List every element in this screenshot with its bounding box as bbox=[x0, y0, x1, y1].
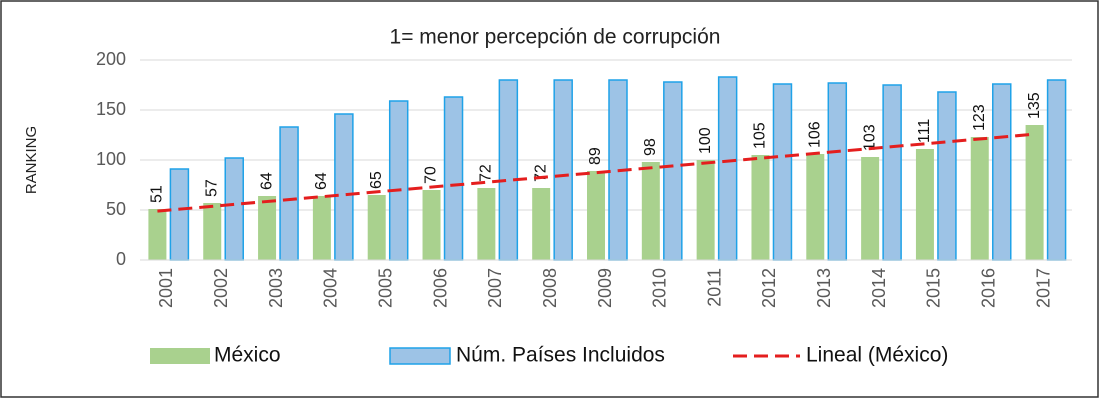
data-label: 100 bbox=[697, 127, 714, 154]
bar bbox=[422, 190, 441, 260]
bar bbox=[279, 126, 299, 261]
data-label: 57 bbox=[203, 179, 220, 197]
y-tick-label: 150 bbox=[96, 99, 126, 119]
x-tick-label: 2013 bbox=[814, 268, 834, 308]
bar bbox=[827, 82, 848, 261]
bar bbox=[148, 209, 167, 260]
data-label: 64 bbox=[313, 172, 330, 190]
bar bbox=[663, 81, 683, 261]
data-label: 111 bbox=[916, 119, 933, 143]
x-tick-label: 2005 bbox=[375, 268, 395, 308]
data-label: 70 bbox=[423, 166, 440, 184]
x-tick-label: 2004 bbox=[321, 268, 341, 308]
x-tick-label: 2015 bbox=[924, 268, 944, 308]
bar bbox=[367, 195, 386, 260]
legend-label: Núm. Países Incluidos bbox=[456, 344, 665, 367]
legend-label: México bbox=[214, 344, 281, 367]
y-tick-label: 100 bbox=[96, 149, 126, 169]
data-label: 51 bbox=[149, 185, 166, 203]
bar bbox=[334, 113, 354, 261]
bar bbox=[258, 196, 277, 260]
bar bbox=[992, 83, 1012, 261]
y-tick-label: 200 bbox=[96, 49, 126, 69]
data-label: 135 bbox=[1026, 92, 1043, 119]
bar bbox=[312, 196, 331, 260]
bar bbox=[806, 154, 825, 260]
bar bbox=[587, 171, 605, 260]
bar bbox=[861, 157, 880, 260]
x-tick-label: 2002 bbox=[211, 268, 231, 308]
x-tick-label: 2007 bbox=[485, 268, 505, 308]
bar bbox=[169, 168, 190, 261]
bar bbox=[937, 91, 957, 261]
x-tick-label: 2003 bbox=[266, 268, 286, 308]
bar bbox=[1025, 125, 1044, 260]
data-label: 98 bbox=[642, 138, 659, 156]
x-tick-label: 2016 bbox=[979, 268, 999, 308]
bar bbox=[751, 155, 770, 260]
x-tick-label: 2006 bbox=[430, 268, 450, 308]
legend-swatch bbox=[389, 347, 451, 365]
chart-title: 1= menor percepción de corrupción bbox=[390, 26, 721, 49]
data-label: 65 bbox=[368, 171, 385, 189]
bar bbox=[443, 96, 464, 261]
bar bbox=[772, 83, 793, 261]
bar bbox=[224, 157, 244, 261]
x-tick-label: 2011 bbox=[704, 268, 724, 307]
bar bbox=[696, 160, 715, 260]
bar bbox=[498, 79, 519, 261]
legend-swatch bbox=[150, 348, 210, 364]
data-label: 72 bbox=[478, 164, 495, 182]
legend-label: Lineal (México) bbox=[806, 344, 948, 367]
bar bbox=[915, 149, 934, 260]
x-tick-label: 2017 bbox=[1033, 268, 1053, 308]
x-tick-label: 2001 bbox=[156, 268, 176, 308]
data-label: 89 bbox=[587, 147, 604, 165]
bar bbox=[717, 76, 738, 261]
x-tick-label: 2009 bbox=[595, 268, 615, 308]
bar bbox=[1046, 79, 1067, 261]
y-tick-label: 0 bbox=[116, 249, 126, 269]
bar bbox=[477, 188, 496, 260]
bar bbox=[203, 203, 222, 260]
bar bbox=[641, 162, 660, 260]
data-label: 64 bbox=[258, 172, 275, 190]
x-tick-label: 2008 bbox=[540, 268, 560, 308]
y-tick-label: 50 bbox=[106, 199, 126, 219]
x-tick-label: 2012 bbox=[759, 268, 779, 308]
data-label: 123 bbox=[971, 104, 988, 131]
bar bbox=[388, 100, 409, 261]
bar bbox=[553, 79, 573, 261]
bar bbox=[970, 137, 989, 260]
x-tick-label: 2014 bbox=[869, 268, 889, 308]
y-axis-label: RANKING bbox=[23, 126, 40, 194]
data-label: 106 bbox=[807, 121, 824, 148]
bar bbox=[882, 84, 902, 261]
data-label: 103 bbox=[861, 124, 878, 151]
bar bbox=[532, 188, 551, 260]
x-tick-label: 2010 bbox=[650, 268, 670, 308]
data-label: 105 bbox=[752, 122, 769, 149]
